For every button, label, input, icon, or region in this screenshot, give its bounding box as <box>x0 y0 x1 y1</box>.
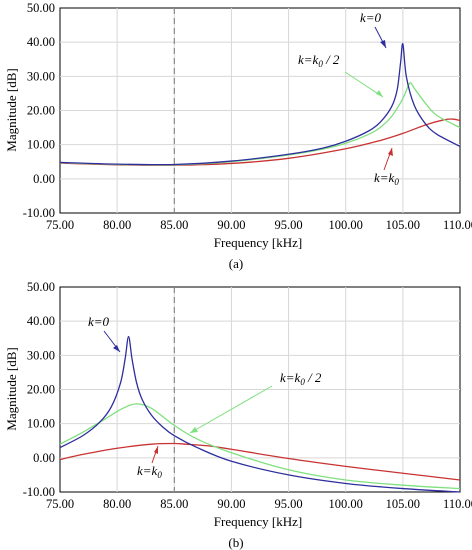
y-tick-label: 20.00 <box>27 383 55 397</box>
x-axis-label-b: Frequency [kHz] <box>214 514 302 529</box>
x-tick-label: 80.00 <box>103 218 131 232</box>
y-tick-label: 30.00 <box>27 69 55 83</box>
panel-label-b: (b) <box>228 535 243 550</box>
y-tick-label: -10.00 <box>23 206 55 220</box>
x-tick-label: 110.00 <box>443 218 472 232</box>
x-tick-label: 105.00 <box>386 497 420 511</box>
y-tick-label: 50.00 <box>27 280 55 294</box>
series-line-k-k0 <box>59 442 461 481</box>
annotation-k0-b: k=0 <box>88 314 110 329</box>
y-tick-label: 20.00 <box>27 104 55 118</box>
series-line-k-0 <box>59 335 461 493</box>
x-tick-label: 95.00 <box>275 218 303 232</box>
y-axis-label-b: Magnitude [dB] <box>4 347 19 430</box>
y-axis-label-a: Magnitude [dB] <box>4 68 19 151</box>
x-tick-label: 100.00 <box>329 497 363 511</box>
y-tick-label: 0.00 <box>33 451 55 465</box>
x-tick-label: 100.00 <box>329 218 363 232</box>
series-a <box>59 43 461 166</box>
arrowhead-k-half-b <box>190 427 198 433</box>
ticks-b: 75.00 80.00 85.00 90.00 95.00 100.00 105.00 110… <box>23 280 472 511</box>
arrowhead-kk0-a <box>388 148 393 156</box>
x-tick-label: 80.00 <box>103 497 131 511</box>
panel-label-a: (a) <box>229 256 243 271</box>
grid-b <box>60 287 460 492</box>
x-tick-label: 75.00 <box>46 218 74 232</box>
x-tick-label: 75.00 <box>46 497 74 511</box>
arrowhead-k-half-a <box>376 90 383 97</box>
annotation-arrow-k-half-b <box>189 385 273 434</box>
series-line-k-k0-2 <box>59 403 461 490</box>
ticks-a: 75.00 80.00 85.00 90.00 95.00 100.00 105.00 110… <box>23 1 472 232</box>
arrowhead-kk0-b <box>154 446 158 454</box>
annotation-kk0-a: k=k0 <box>374 170 399 187</box>
arrowhead-k0-a <box>380 40 386 48</box>
y-tick-label: 50.00 <box>27 1 55 15</box>
y-tick-label: 10.00 <box>27 138 55 152</box>
arrowhead-k0-b <box>113 345 120 352</box>
x-tick-label: 95.00 <box>275 497 303 511</box>
annotation-arrow-k-half-a <box>344 71 384 98</box>
x-tick-label: 90.00 <box>217 218 245 232</box>
x-tick-label: 105.00 <box>386 218 420 232</box>
y-tick-label: 0.00 <box>33 172 55 186</box>
annotation-k-half-a: k=k0 / 2 <box>298 52 340 69</box>
y-tick-label: -10.00 <box>23 485 55 499</box>
x-tick-label: 85.00 <box>160 497 188 511</box>
series-b <box>59 335 461 493</box>
x-tick-label: 85.00 <box>160 218 188 232</box>
x-axis-label-a: Frequency [kHz] <box>214 235 302 250</box>
y-tick-label: 30.00 <box>27 348 55 362</box>
y-tick-label: 40.00 <box>27 314 55 328</box>
x-tick-label: 110.00 <box>443 497 472 511</box>
y-tick-label: 10.00 <box>27 417 55 431</box>
x-tick-label: 90.00 <box>217 497 245 511</box>
annotation-kk0-b: k=k0 <box>137 463 162 480</box>
y-tick-label: 40.00 <box>27 35 55 49</box>
annotation-k-half-b: k=k0 / 2 <box>280 370 322 387</box>
series-line-k-0 <box>59 43 461 166</box>
chart-panel-b: 75.00 80.00 85.00 90.00 95.00 100.00 105.00 110… <box>4 280 472 550</box>
chart-panel-a: 75.00 80.00 85.00 90.00 95.00 100.00 105.00 110… <box>4 1 472 271</box>
annotation-k0-a: k=0 <box>360 10 382 25</box>
